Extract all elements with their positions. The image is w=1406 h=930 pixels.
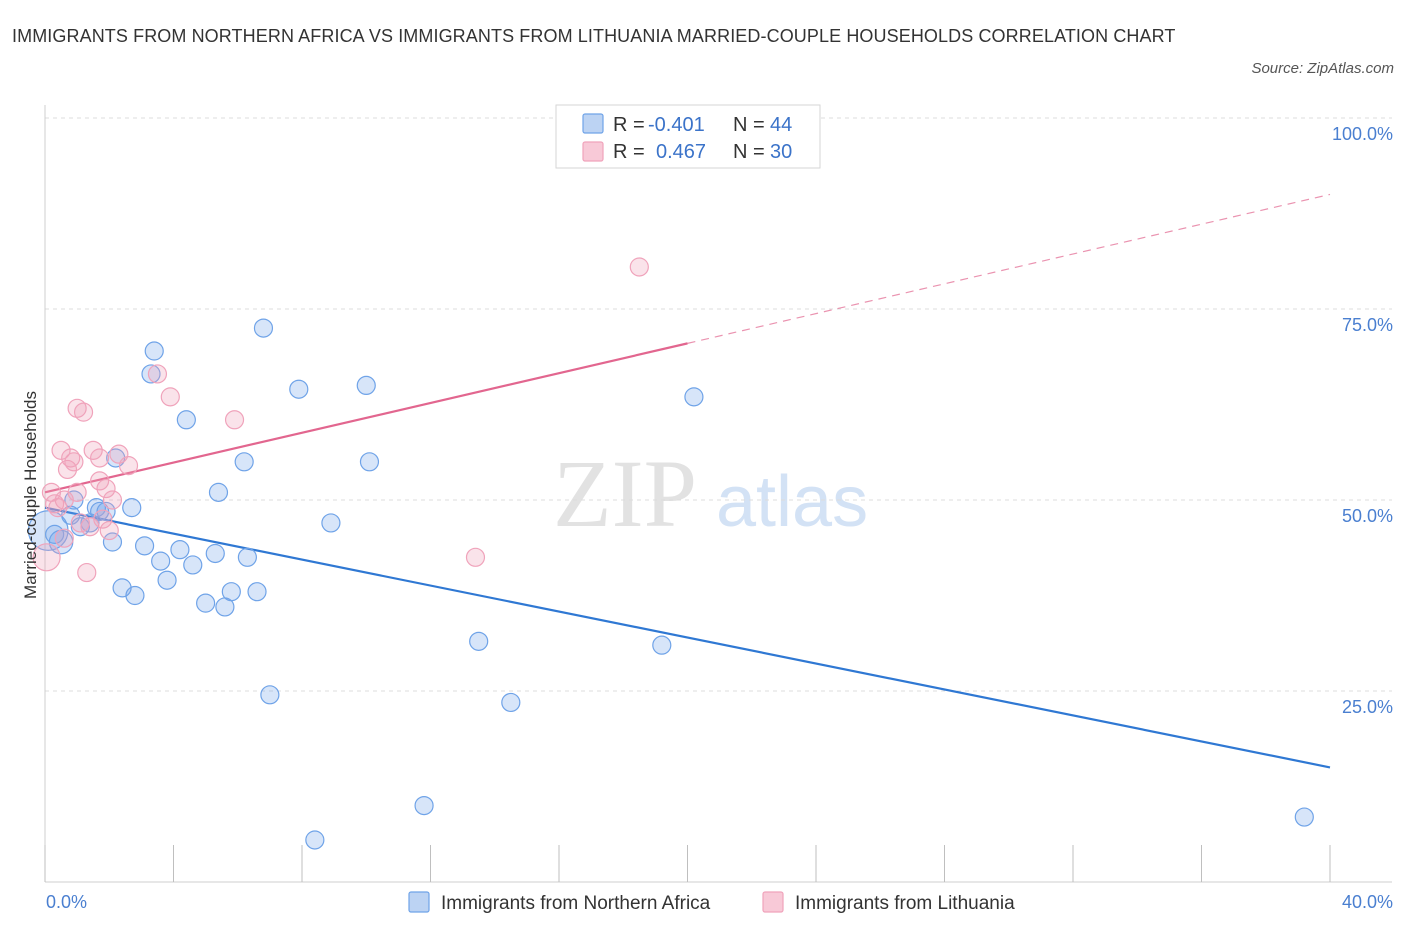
y-tick-label: 100.0%: [1332, 124, 1393, 144]
x-tick-label: 40.0%: [1342, 892, 1393, 912]
point-lithuania: [77, 562, 97, 583]
point-northern-africa: [234, 452, 254, 472]
legend-swatch-blue: [582, 113, 604, 134]
point-northern-africa: [356, 375, 376, 395]
point-lithuania: [160, 387, 180, 407]
legend-n-value-1: 44: [770, 114, 792, 136]
point-lithuania: [90, 448, 110, 468]
point-lithuania: [465, 547, 486, 567]
point-lithuania: [67, 482, 87, 502]
trend-lines: [44, 193, 1331, 769]
legend-n-label-1: N =: [733, 114, 765, 136]
x-tick-labels: 0.0% 40.0%: [46, 892, 1393, 912]
point-lithuania: [51, 440, 71, 460]
legend-swatch-pink: [582, 141, 604, 162]
point-lithuania: [90, 471, 110, 491]
point-lithuania: [102, 490, 123, 510]
point-northern-africa: [151, 551, 171, 571]
point-northern-africa: [176, 410, 196, 430]
point-northern-africa: [260, 685, 280, 705]
y-tick-label: 50.0%: [1342, 506, 1393, 526]
series-legend-northern-africa: Immigrants from Northern Africa: [441, 893, 711, 914]
legend-r-label-2: R =: [613, 141, 645, 163]
point-lithuania: [73, 402, 94, 422]
point-lithuania: [629, 257, 649, 277]
point-lithuania: [70, 513, 90, 533]
legend-r-value-1: -0.401: [648, 114, 705, 136]
point-northern-africa: [652, 635, 672, 655]
point-northern-africa: [359, 452, 380, 472]
point-northern-africa: [45, 524, 65, 544]
point-northern-africa: [141, 364, 161, 384]
series-legend: Immigrants from Northern Africa Immigran…: [408, 891, 1015, 914]
point-northern-africa: [208, 482, 229, 502]
point-northern-africa: [157, 570, 177, 590]
point-northern-africa: [1294, 807, 1314, 827]
correlation-legend: R = -0.401 N = 44 R = 0.467 N = 30: [555, 104, 821, 169]
point-lithuania: [93, 509, 113, 529]
x-tick-label: 0.0%: [46, 892, 87, 912]
scatter-points: [27, 257, 1314, 850]
point-northern-africa: [134, 536, 155, 556]
y-tick-labels: 100.0% 75.0% 50.0% 25.0%: [1332, 124, 1393, 717]
y-axis-label: Married-couple Households: [21, 391, 40, 599]
point-lithuania: [64, 452, 84, 472]
point-northern-africa: [253, 318, 274, 338]
point-northern-africa: [221, 582, 241, 602]
watermark-atlas: atlas: [716, 462, 868, 542]
trend-extension-lithuania: [687, 193, 1331, 344]
series-legend-swatch-northern-africa: [408, 891, 430, 913]
point-lithuania: [118, 456, 139, 476]
point-northern-africa: [414, 795, 434, 816]
trend-line-lithuania: [44, 342, 688, 494]
point-lithuania: [96, 478, 116, 499]
point-lithuania: [57, 459, 78, 480]
legend-r-label-1: R =: [613, 114, 645, 136]
point-northern-africa: [183, 555, 203, 575]
point-lithuania: [83, 440, 103, 460]
legend-n-label-2: N =: [733, 141, 765, 163]
legend-r-value-2: 0.467: [656, 141, 706, 163]
point-northern-africa: [237, 547, 257, 567]
point-northern-africa: [144, 341, 164, 361]
point-northern-africa: [170, 540, 190, 560]
point-lithuania: [48, 498, 68, 518]
point-northern-africa: [122, 498, 142, 518]
trend-line-northern-africa: [44, 506, 1331, 769]
point-lithuania: [54, 528, 74, 548]
point-northern-africa: [205, 543, 225, 564]
point-lithuania: [147, 364, 168, 384]
axes: [44, 105, 1392, 883]
series-legend-lithuania: Immigrants from Lithuania: [795, 893, 1015, 914]
series-legend-swatch-lithuania: [762, 891, 784, 913]
point-northern-africa: [289, 379, 309, 399]
point-lithuania: [32, 543, 61, 572]
gridlines: [45, 117, 1392, 692]
point-northern-africa: [305, 830, 325, 850]
point-lithuania: [99, 520, 119, 541]
point-northern-africa: [684, 387, 704, 407]
point-northern-africa: [247, 582, 267, 602]
point-northern-africa: [102, 532, 123, 552]
point-northern-africa: [321, 513, 341, 533]
y-tick-label: 75.0%: [1342, 315, 1393, 335]
watermark-zip: ZIP: [553, 440, 697, 547]
point-northern-africa: [469, 631, 489, 651]
source-label: Source: ZipAtlas.com: [1251, 60, 1394, 77]
point-northern-africa: [125, 585, 145, 606]
point-northern-africa: [196, 593, 216, 613]
legend-n-value-2: 30: [770, 141, 792, 163]
y-tick-label: 25.0%: [1342, 697, 1393, 717]
chart-title: IMMIGRANTS FROM NORTHERN AFRICA VS IMMIG…: [12, 26, 1176, 46]
point-northern-africa: [501, 692, 521, 713]
point-lithuania: [224, 410, 245, 430]
